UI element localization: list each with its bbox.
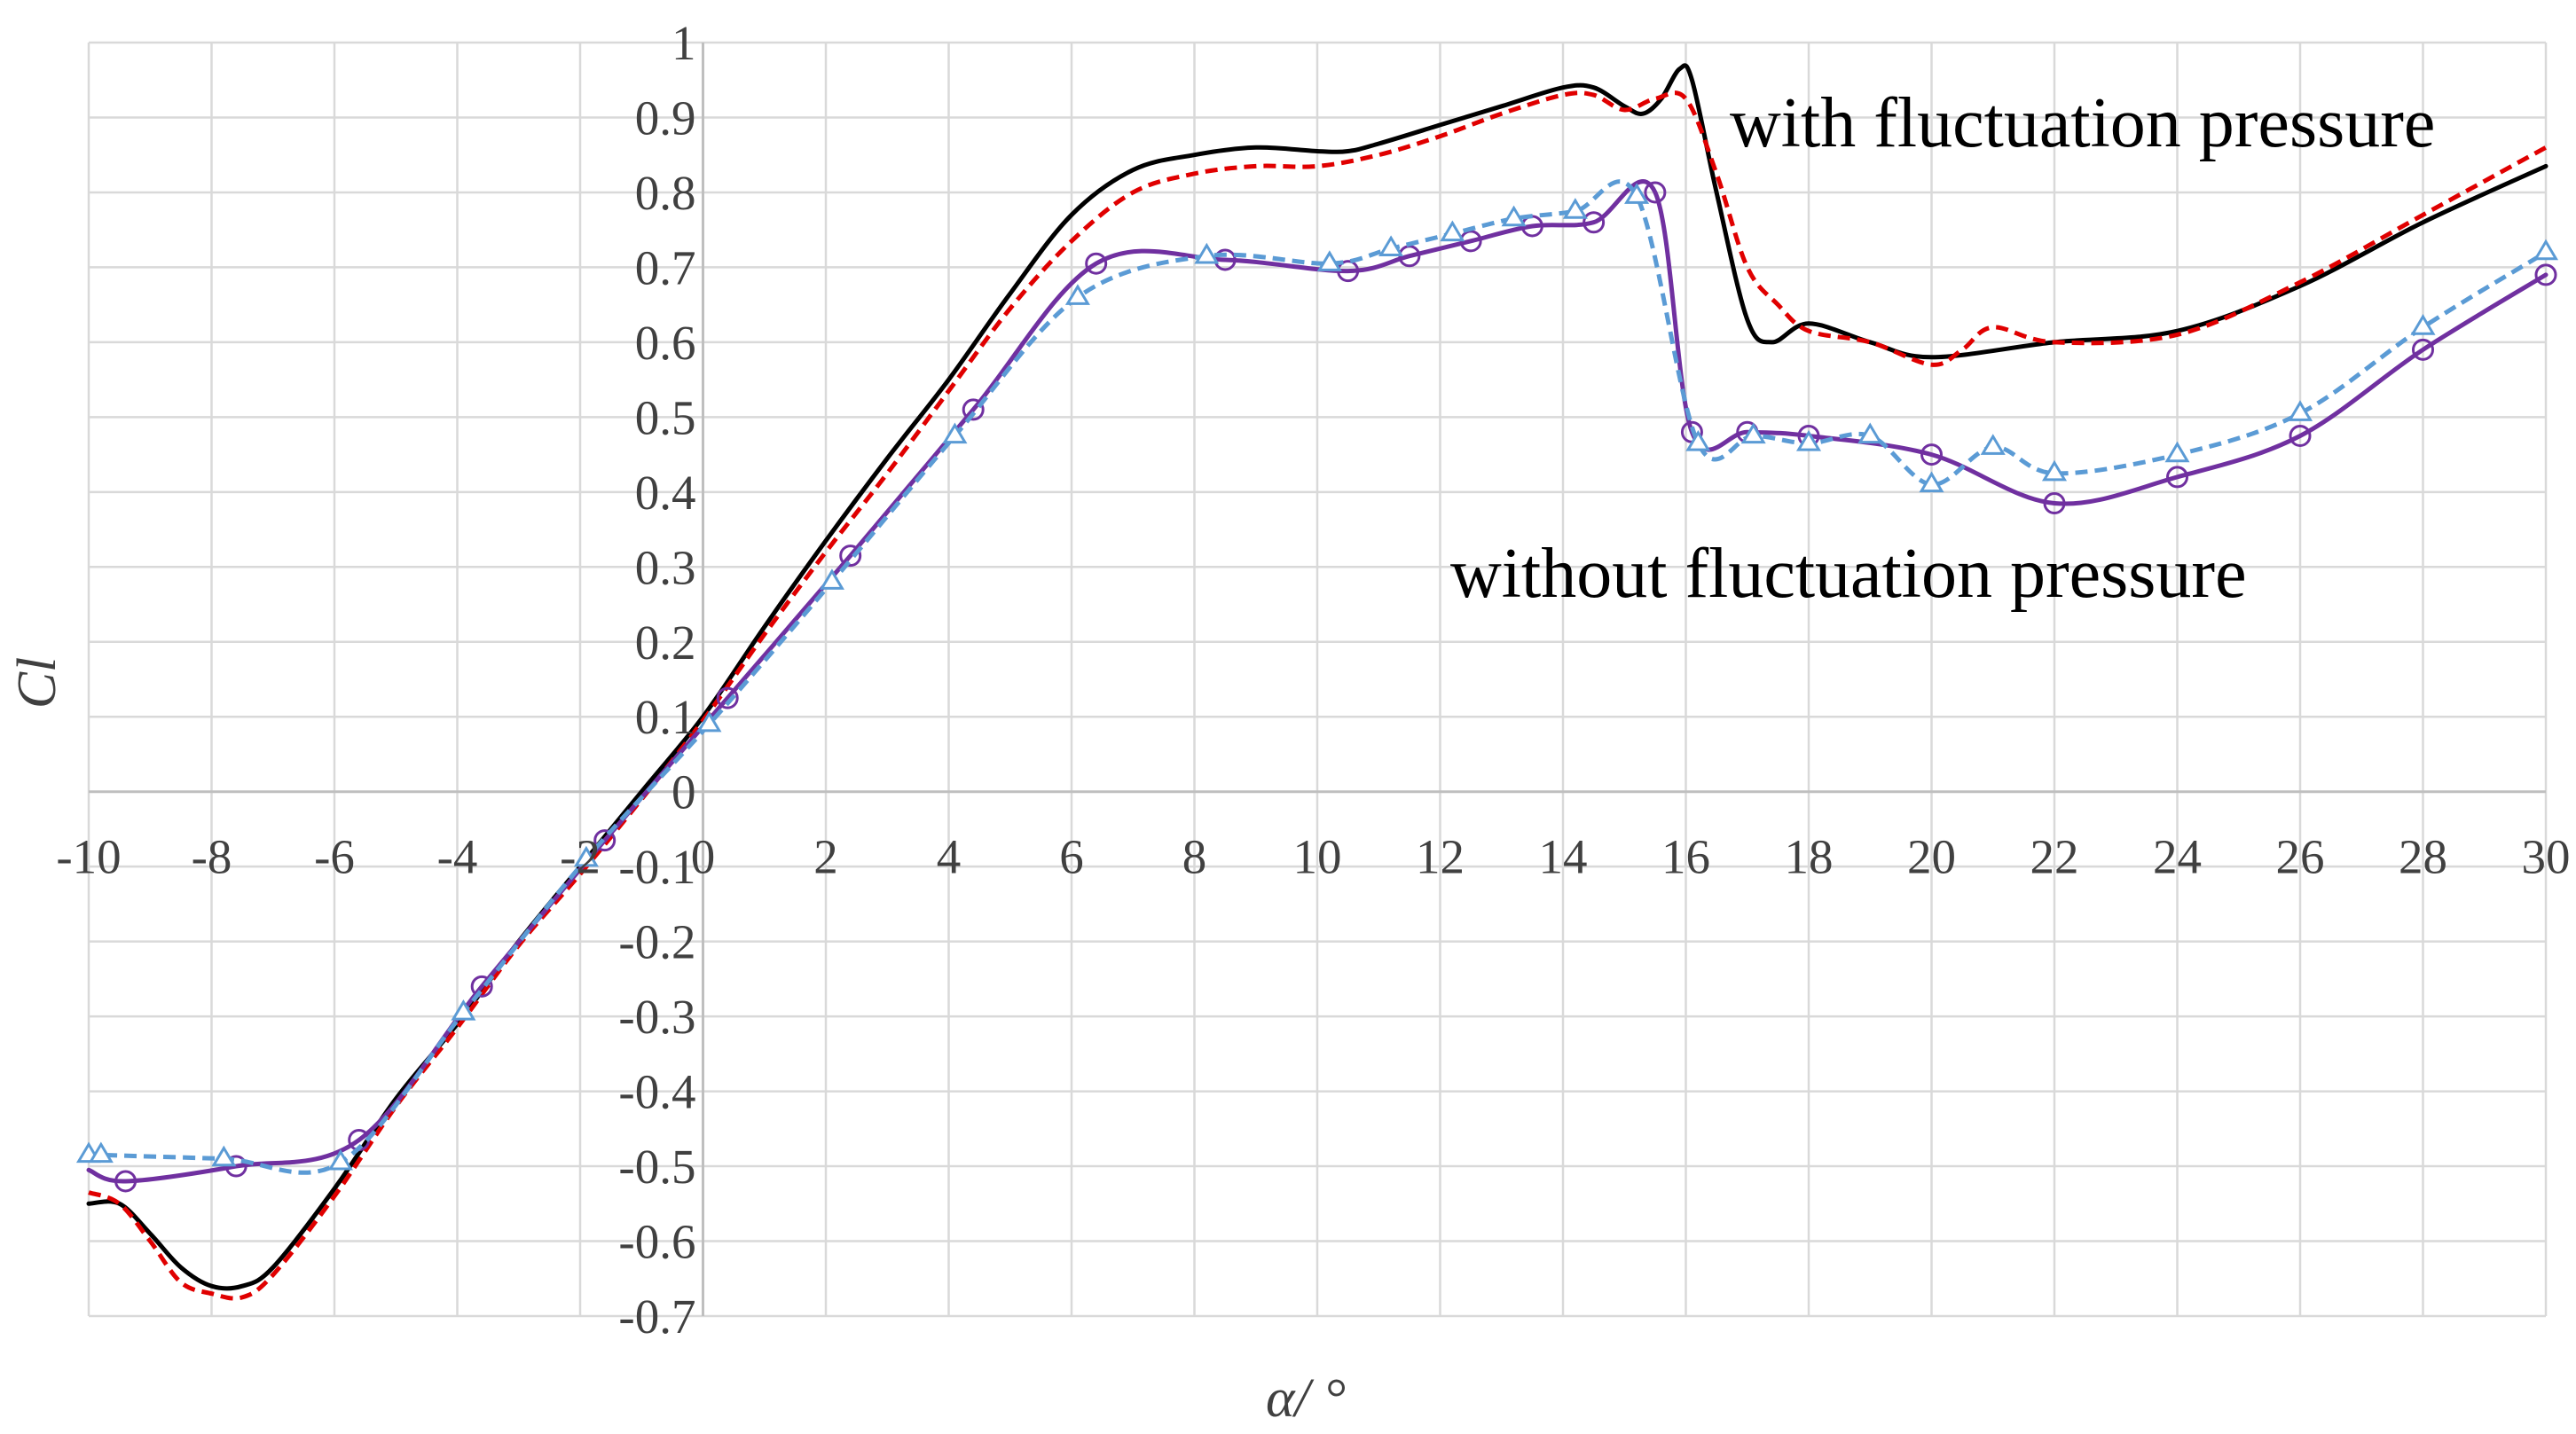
y-tick-label: 0.7 [635, 240, 696, 294]
series-group [75, 63, 2559, 1301]
y-tick-label: 0.9 [635, 90, 696, 145]
y-tick-label: -0.5 [618, 1140, 695, 1194]
y-tick-label: -0.3 [618, 990, 695, 1044]
data-point-triangle [942, 422, 968, 444]
data-point-circle [2289, 424, 2312, 447]
data-point-circle [2043, 491, 2066, 514]
x-tick-label: 26 [2276, 830, 2325, 884]
y-tick-label: -0.1 [618, 840, 695, 894]
data-point-circle [1920, 443, 1943, 466]
data-point-triangle [1685, 429, 1711, 451]
data-point-triangle [573, 845, 599, 867]
x-tick-label: 18 [1785, 830, 1834, 884]
data-point-triangle [696, 710, 722, 733]
x-tick-label: 10 [1293, 830, 1342, 884]
y-tick-label: 0.2 [635, 615, 696, 670]
data-point-circle [593, 829, 617, 852]
data-point-triangle [2410, 314, 2436, 335]
x-tick-label: 4 [937, 830, 962, 884]
data-point-triangle [1624, 183, 1650, 204]
data-point-circle [470, 975, 493, 998]
x-tick-label: 20 [1907, 830, 1956, 884]
x-tick-label: -8 [192, 830, 232, 884]
data-point-circle [2166, 466, 2188, 489]
y-tick-label: 0.4 [635, 466, 696, 520]
tick-labels: -10 -8 -6 -4 -2 0 2 4 6 8 10 12 14 16 18 20 22 24 26 28 30-0… [56, 16, 2570, 1344]
y-tick-label: -0.7 [618, 1289, 695, 1344]
grid [87, 41, 2548, 1318]
x-tick-label: 16 [1661, 830, 1710, 884]
x-tick-label: 28 [2399, 830, 2447, 884]
data-point-triangle [1980, 434, 2006, 455]
x-tick-label: 12 [1416, 830, 1465, 884]
data-point-triangle [1795, 429, 1822, 451]
x-tick-label: -2 [560, 830, 601, 884]
annotation-with-fluctuation-pressure: with fluctuation pressure [1730, 84, 2435, 162]
data-point-circle [839, 545, 862, 568]
data-point-triangle [1064, 284, 1090, 305]
x-tick-label: 24 [2153, 830, 2202, 884]
y-tick-label: 1 [671, 16, 696, 70]
y-tick-label: 0.3 [635, 540, 696, 594]
y-tick-label: -0.2 [618, 915, 695, 969]
data-point-triangle [2287, 400, 2313, 421]
x-tick-label: 2 [813, 830, 838, 884]
data-point-triangle [1440, 220, 1465, 242]
data-point-triangle [1378, 235, 1404, 256]
data-point-circle [2412, 338, 2434, 361]
x-tick-label: 22 [2030, 830, 2079, 884]
series-line [86, 63, 2549, 1291]
series-purple-circles [86, 179, 2557, 1193]
y-tick-label: -0.4 [618, 1065, 695, 1119]
series-blue-triangles [75, 179, 2559, 1175]
x-tick-label: 30 [2522, 830, 2571, 884]
x-tick-label: -4 [437, 830, 478, 884]
x-axis-title: α/ ° [1266, 1368, 1346, 1429]
data-point-triangle [819, 568, 844, 590]
x-tick-label: -6 [314, 830, 355, 884]
data-point-circle [716, 686, 739, 709]
data-point-triangle [1857, 422, 1883, 444]
y-tick-label: 0.8 [635, 166, 696, 220]
y-tick-label: 0.1 [635, 690, 696, 744]
x-tick-label: 14 [1539, 830, 1588, 884]
data-point-circle [962, 398, 985, 421]
data-point-triangle [2164, 441, 2190, 463]
y-axis-title: Cl [7, 657, 67, 709]
data-point-triangle [2041, 459, 2068, 482]
series-black-solid [86, 63, 2549, 1291]
data-point-triangle [88, 1141, 114, 1164]
axes [89, 43, 2546, 1316]
data-point-triangle [1501, 205, 1527, 227]
data-point-triangle [211, 1145, 237, 1167]
data-point-circle [114, 1170, 137, 1193]
data-point-circle [1583, 211, 1606, 234]
data-point-triangle [2533, 239, 2559, 261]
x-tick-label: 8 [1182, 830, 1207, 884]
data-point-triangle [1316, 250, 1342, 271]
data-point-triangle [1194, 242, 1220, 264]
x-tick-label: 6 [1059, 830, 1084, 884]
x-tick-label: 0 [691, 830, 716, 884]
x-tick-label: -10 [56, 830, 121, 884]
data-point-circle [1644, 181, 1667, 204]
data-point-triangle [1740, 422, 1766, 444]
annotation-without-fluctuation-pressure: without fluctuation pressure [1450, 535, 2247, 613]
data-point-triangle [327, 1148, 353, 1171]
y-tick-label: 0 [671, 765, 696, 819]
data-point-triangle [1562, 198, 1588, 219]
y-tick-label: -0.6 [618, 1215, 695, 1269]
data-point-triangle [1919, 471, 1944, 493]
data-point-circle [1085, 252, 1108, 275]
data-point-circle [2534, 263, 2557, 286]
y-tick-label: 0.5 [635, 390, 696, 444]
data-point-triangle [451, 999, 476, 1021]
y-tick-label: 0.6 [635, 316, 696, 370]
